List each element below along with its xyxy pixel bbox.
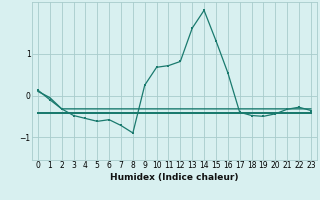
X-axis label: Humidex (Indice chaleur): Humidex (Indice chaleur)	[110, 173, 239, 182]
